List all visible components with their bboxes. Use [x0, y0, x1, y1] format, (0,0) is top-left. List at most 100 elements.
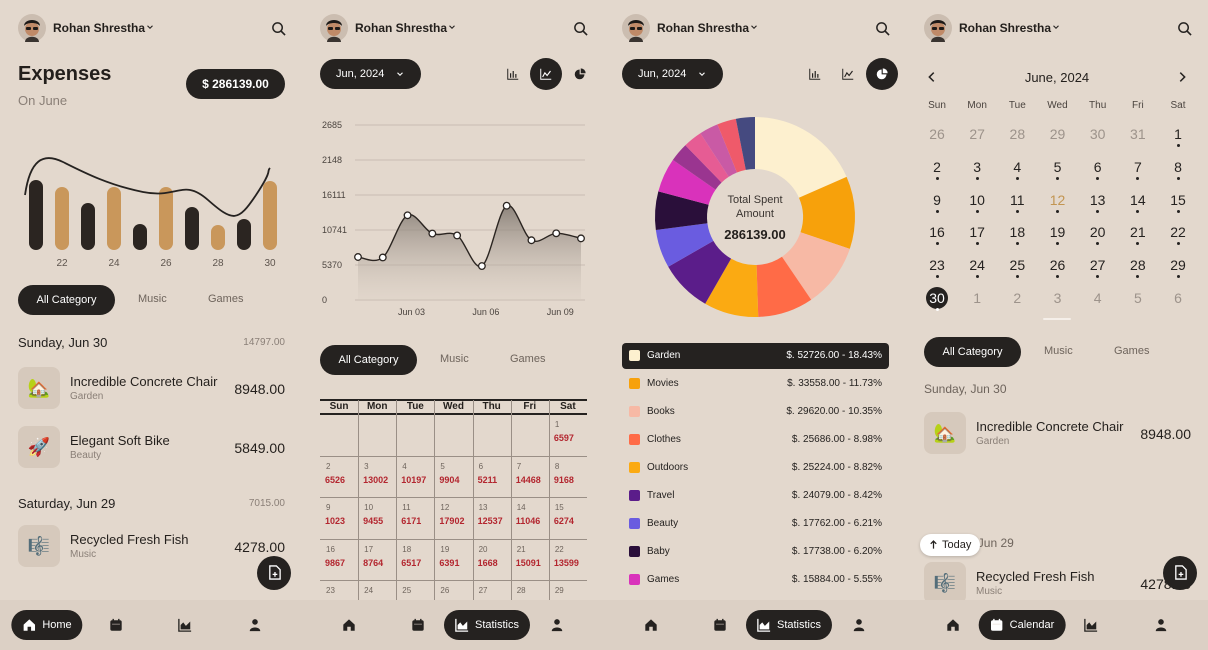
nav-item[interactable]	[411, 618, 425, 632]
tab[interactable]: Music	[138, 293, 167, 305]
calendar-day[interactable]: 13	[1089, 191, 1106, 208]
item-text[interactable]: Elegant Soft Bike Beauty	[70, 426, 220, 468]
nav-item[interactable]	[713, 618, 727, 632]
calendar-day[interactable]: 15	[1170, 191, 1186, 208]
calendar-day[interactable]: 29	[1049, 126, 1066, 142]
legend-row[interactable]: Travel $. 24079.00 - 8.42%	[622, 483, 889, 509]
item-text[interactable]: Incredible Concrete Chair Garden	[976, 412, 1126, 454]
user-name[interactable]: Rohan Shrestha	[53, 21, 146, 35]
legend-row[interactable]: Games $. 15884.00 - 5.55%	[622, 567, 889, 593]
legend-row[interactable]: Movies $. 33558.00 - 11.73%	[622, 371, 889, 397]
tab[interactable]: Games	[1114, 345, 1150, 357]
item-text[interactable]: Incredible Concrete Chair Garden	[70, 367, 220, 409]
calendar-day[interactable]: 1	[973, 290, 982, 306]
today-button[interactable]: Today	[920, 534, 980, 556]
calendar-day[interactable]: 10	[969, 191, 985, 208]
user-name[interactable]: Rohan Shrestha	[355, 21, 448, 35]
nav-item[interactable]	[342, 618, 356, 632]
add-expense-button[interactable]	[257, 556, 291, 590]
user-menu-chevron[interactable]	[145, 22, 155, 32]
calendar-day[interactable]: 3	[1053, 290, 1062, 306]
nav-active-item[interactable]: Statistics	[745, 610, 833, 640]
item-text[interactable]: Recycled Fresh Fish Music	[70, 525, 220, 567]
nav-item[interactable]	[248, 618, 262, 632]
legend-row[interactable]: Garden $. 52726.00 - 18.43%	[622, 343, 889, 369]
calendar-day[interactable]: 28	[1130, 257, 1146, 274]
view-toggle[interactable]	[574, 68, 586, 80]
calendar-day[interactable]: 19	[1049, 224, 1066, 241]
view-toggle[interactable]	[809, 68, 821, 80]
nav-item[interactable]	[1084, 618, 1098, 632]
view-toggle[interactable]	[842, 68, 854, 80]
month-selector[interactable]: Jun, 2024	[622, 59, 723, 89]
nav-item[interactable]	[109, 618, 123, 632]
add-expense-button[interactable]	[1163, 556, 1197, 590]
legend-row[interactable]: Outdoors $. 25224.00 - 8.82%	[622, 455, 889, 481]
view-toggle[interactable]	[876, 68, 888, 80]
nav-item[interactable]	[178, 618, 192, 632]
calendar-day[interactable]: 3	[973, 158, 982, 175]
calendar-day[interactable]: 22	[1170, 224, 1186, 241]
calendar-day[interactable]: 30	[1089, 126, 1106, 142]
calendar-day[interactable]: 31	[1130, 126, 1146, 142]
calendar-day[interactable]: 25	[1009, 257, 1026, 274]
user-menu-chevron[interactable]	[1051, 22, 1061, 32]
calendar-day[interactable]: 1	[1174, 126, 1182, 142]
calendar-day[interactable]: 4	[1093, 290, 1102, 306]
calendar-day[interactable]: 27	[1089, 257, 1106, 274]
calendar-day[interactable]: 5	[1053, 158, 1062, 175]
calendar-day[interactable]: 30	[929, 290, 945, 306]
user-name[interactable]: Rohan Shrestha	[959, 21, 1052, 35]
calendar-day[interactable]: 11	[1010, 191, 1025, 208]
calendar-day[interactable]: 9	[933, 191, 941, 208]
calendar-day[interactable]: 20	[1089, 224, 1106, 241]
search-button[interactable]	[875, 21, 890, 36]
month-selector[interactable]: Jun, 2024	[320, 59, 421, 89]
tab-active[interactable]: All Category	[320, 345, 417, 375]
calendar-day[interactable]: 7	[1133, 158, 1142, 175]
legend-row[interactable]: Books $. 29620.00 - 10.35%	[622, 399, 889, 425]
calendar-day[interactable]: 24	[969, 257, 985, 274]
calendar-day[interactable]: 28	[1009, 126, 1026, 142]
calendar-day[interactable]: 2	[933, 158, 941, 175]
calendar-day[interactable]: 27	[969, 126, 985, 142]
user-menu-chevron[interactable]	[447, 22, 457, 32]
avatar[interactable]	[622, 14, 650, 42]
nav-item[interactable]	[644, 618, 658, 632]
tab-active[interactable]: All Category	[924, 337, 1021, 367]
calendar-day[interactable]: 17	[969, 224, 985, 241]
calendar-day[interactable]: 6	[1174, 290, 1182, 306]
item-text[interactable]: Recycled Fresh Fish Music	[976, 562, 1126, 604]
legend-row[interactable]: Clothes $. 25686.00 - 8.98%	[622, 427, 889, 453]
search-button[interactable]	[573, 21, 588, 36]
nav-active-item[interactable]: Calendar	[978, 610, 1066, 640]
nav-item[interactable]	[550, 618, 564, 632]
nav-item[interactable]	[852, 618, 866, 632]
nav-active-item[interactable]: Home	[11, 610, 83, 640]
tab[interactable]: Games	[510, 353, 546, 365]
tab[interactable]: Music	[440, 353, 469, 365]
prev-month[interactable]	[925, 70, 939, 84]
avatar[interactable]	[924, 14, 952, 42]
legend-row[interactable]: Baby $. 17738.00 - 6.20%	[622, 539, 889, 565]
calendar-day[interactable]: 2	[1013, 290, 1022, 306]
user-name[interactable]: Rohan Shrestha	[657, 21, 750, 35]
calendar-day[interactable]: 12	[1049, 191, 1066, 208]
calendar-day[interactable]: 6	[1093, 158, 1102, 175]
calendar-day[interactable]: 16	[929, 224, 945, 241]
tab[interactable]: Music	[1044, 345, 1073, 357]
balance-pill[interactable]: $ 286139.00	[186, 69, 285, 99]
search-button[interactable]	[271, 21, 286, 36]
calendar-day[interactable]: 29	[1170, 257, 1186, 274]
calendar-day[interactable]: 18	[1009, 224, 1026, 241]
tab-active[interactable]: All Category	[18, 285, 115, 315]
user-menu-chevron[interactable]	[749, 22, 759, 32]
tab[interactable]: Games	[208, 293, 244, 305]
calendar-day[interactable]: 8	[1174, 158, 1182, 175]
calendar-day[interactable]: 5	[1133, 290, 1142, 306]
next-month[interactable]	[1175, 70, 1189, 84]
calendar-day[interactable]: 23	[929, 257, 945, 274]
nav-item[interactable]	[1154, 618, 1168, 632]
avatar[interactable]	[18, 14, 46, 42]
calendar-day[interactable]: 21	[1130, 224, 1146, 241]
